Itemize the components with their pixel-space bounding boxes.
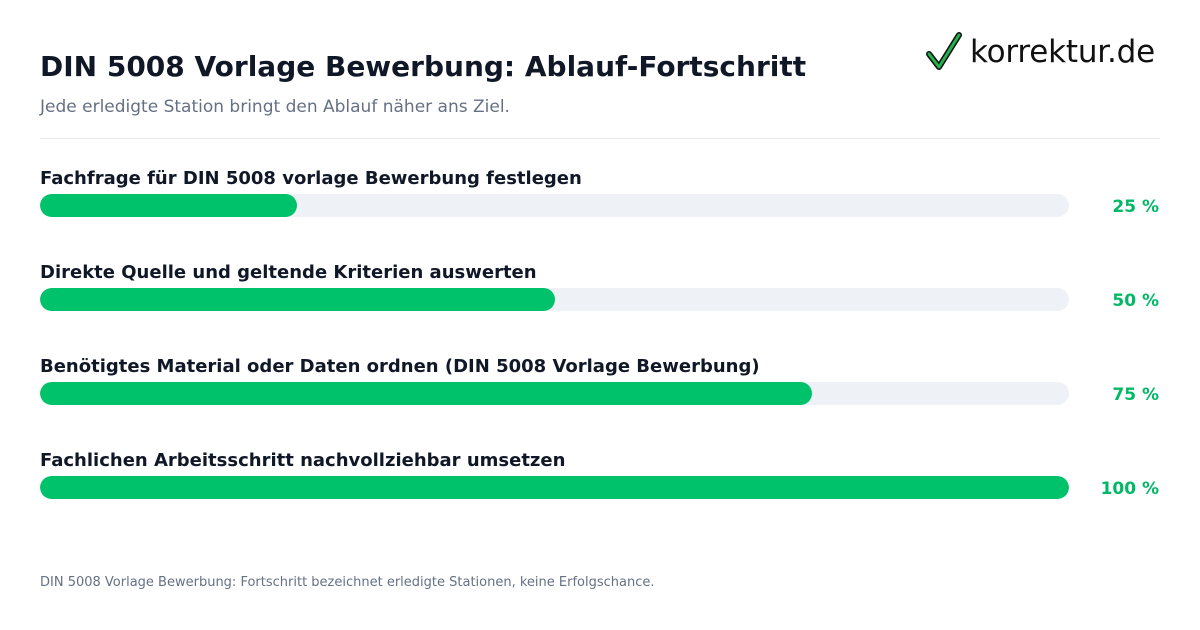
progress-bar	[40, 288, 555, 311]
progress-bar	[40, 476, 1069, 499]
percent-label: 100 %	[1100, 479, 1159, 499]
footnote: DIN 5008 Vorlage Bewerbung: Fortschritt …	[40, 575, 655, 590]
progress-track	[40, 288, 1069, 311]
row-label: Fachlichen Arbeitsschritt nachvollziehba…	[40, 450, 566, 471]
percent-label: 25 %	[1112, 197, 1159, 217]
progress-bar	[40, 382, 812, 405]
progress-track	[40, 382, 1069, 405]
logo-text: korrektur.de	[970, 34, 1156, 70]
progress-row: Direkte Quelle und geltende Kriterien au…	[0, 262, 1200, 322]
page-title: DIN 5008 Vorlage Bewerbung: Ablauf-Forts…	[40, 50, 807, 83]
percent-label: 75 %	[1112, 385, 1159, 405]
progress-row: Fachlichen Arbeitsschritt nachvollziehba…	[0, 450, 1200, 510]
progress-row: Benötigtes Material oder Daten ordnen (D…	[0, 356, 1200, 416]
page-subtitle: Jede erledigte Station bringt den Ablauf…	[40, 97, 510, 117]
progress-bar	[40, 194, 297, 217]
row-label: Direkte Quelle und geltende Kriterien au…	[40, 262, 537, 283]
progress-track	[40, 194, 1069, 217]
progress-track	[40, 476, 1069, 499]
checkmark-icon	[926, 32, 962, 72]
brand-logo[interactable]: korrektur.de	[926, 30, 1155, 74]
percent-label: 50 %	[1112, 291, 1159, 311]
progress-row: Fachfrage für DIN 5008 vorlage Bewerbung…	[0, 168, 1200, 228]
row-label: Fachfrage für DIN 5008 vorlage Bewerbung…	[40, 168, 582, 189]
header-divider	[40, 138, 1160, 139]
row-label: Benötigtes Material oder Daten ordnen (D…	[40, 356, 760, 377]
